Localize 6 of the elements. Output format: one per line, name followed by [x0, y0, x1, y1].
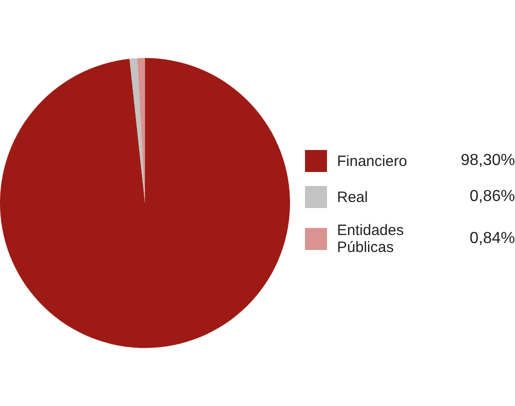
data-label: 0,86% — [468, 188, 515, 206]
data-label: 0,84% — [468, 230, 515, 248]
legend-label: Financiero — [337, 152, 408, 170]
legend-label: Entidades Públicas — [337, 222, 405, 256]
data-label: 98,30% — [460, 152, 515, 170]
legend-label: Real — [337, 188, 369, 206]
